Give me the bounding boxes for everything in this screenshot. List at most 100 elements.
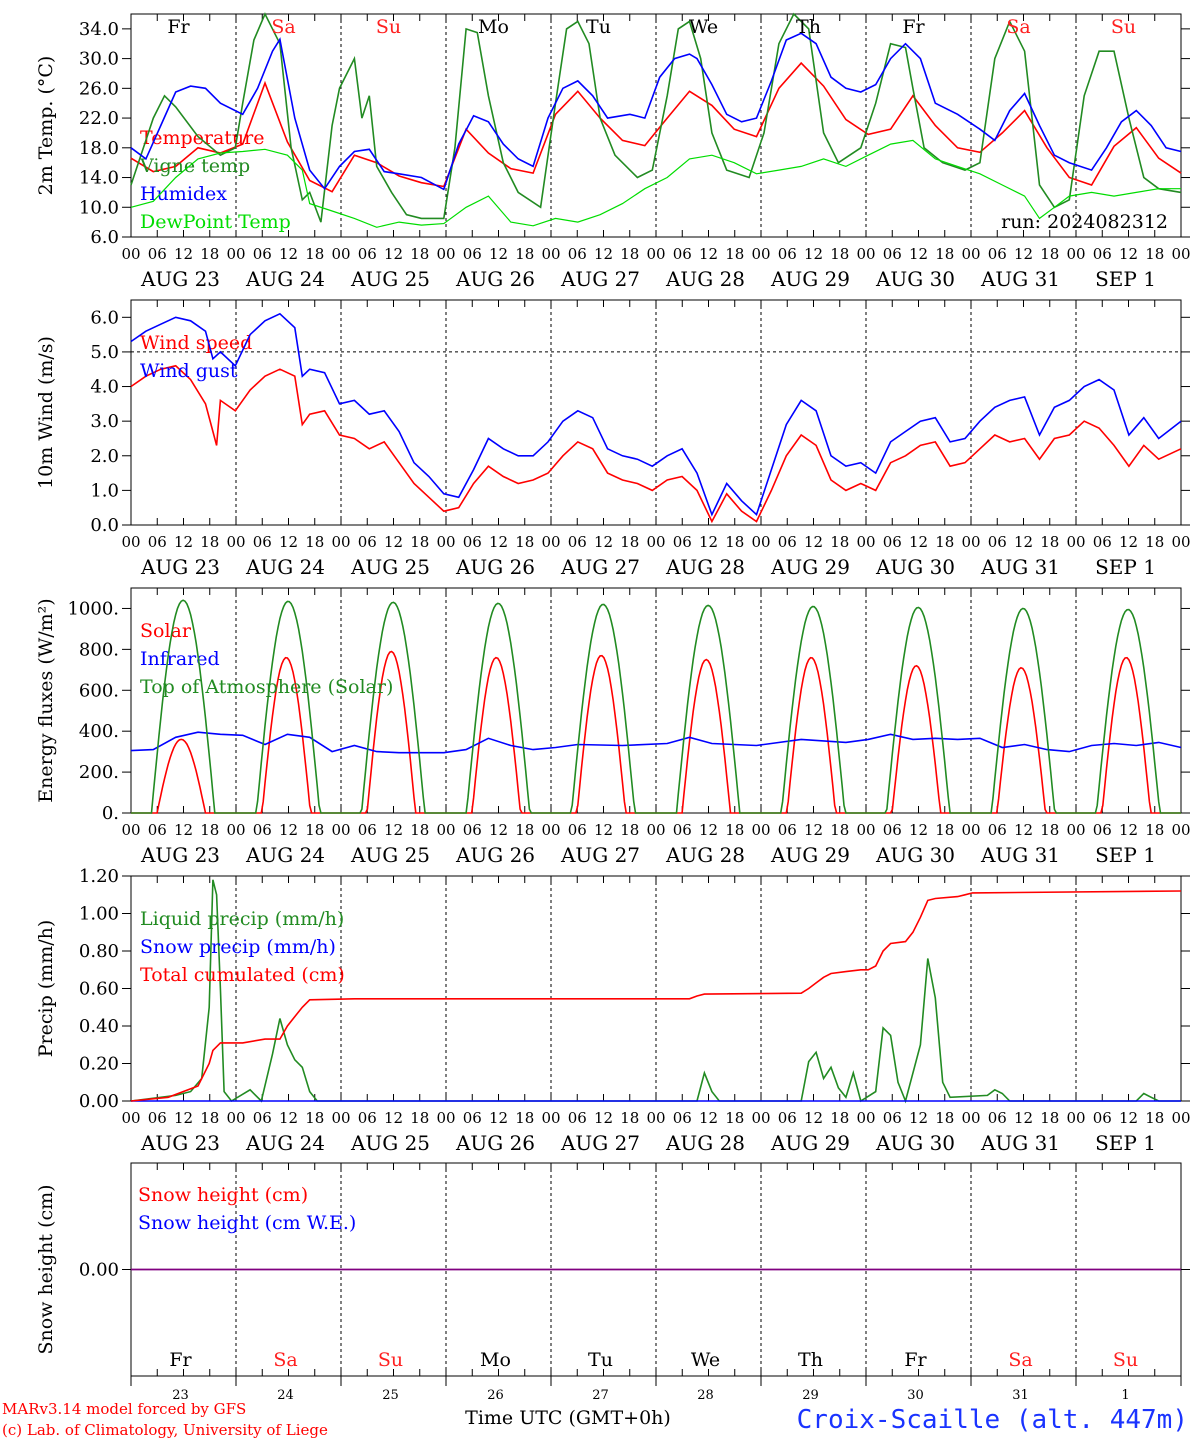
model-credit: MARv3.14 model forced by GFS: [2, 1400, 246, 1418]
y-tick-label: 6.0: [90, 227, 119, 248]
hour-tick-label: 06: [883, 821, 902, 839]
hour-tick-label: 12: [699, 1109, 718, 1127]
hour-tick-label: 06: [778, 1109, 797, 1127]
legend-label: Vigne temp: [139, 155, 250, 177]
weekday-label: Fr: [904, 1349, 927, 1371]
hour-tick-label: 00: [646, 245, 665, 263]
hour-tick-label: 12: [489, 533, 508, 551]
hour-tick-label: 00: [1171, 821, 1190, 839]
hour-tick-label: 12: [384, 821, 403, 839]
hour-tick-label: 12: [174, 533, 193, 551]
hour-tick-label: 06: [148, 533, 167, 551]
date-label: AUG 31: [980, 555, 1060, 579]
hour-tick-label: 18: [830, 1109, 849, 1127]
y-tick-label: 0.20: [79, 1054, 119, 1075]
panel-2: 0.0 1.0 2.0 3.0 4.0 5.0 6.0 10m Wind (m/s) 00 06 1…: [35, 299, 1191, 579]
hour-tick-label: 18: [410, 245, 429, 263]
hour-tick-label: 12: [804, 1109, 823, 1127]
y-tick-label: 0.00: [79, 1260, 119, 1281]
hour-tick-label: 06: [568, 1109, 587, 1127]
y-tick-label: 200.: [79, 762, 119, 783]
hour-tick-label: 00: [1171, 1109, 1190, 1127]
y-axis-title: Energy fluxes (W/m²): [35, 598, 57, 802]
hour-tick-label: 12: [1119, 821, 1138, 839]
date-label: AUG 23: [140, 267, 220, 291]
station-name: Croix-Scaille (alt. 447m): [797, 1405, 1188, 1435]
copyright-credit: (c) Lab. of Climatology, University of L…: [2, 1421, 328, 1439]
hour-tick-label: 18: [830, 821, 849, 839]
legend-label: Snow precip (mm/h): [140, 936, 336, 958]
hour-tick-label: 12: [1119, 1109, 1138, 1127]
date-label: AUG 28: [665, 267, 745, 291]
hour-tick-label: 00: [1066, 245, 1085, 263]
hour-tick-label: 06: [358, 245, 377, 263]
hour-tick-label: 18: [200, 821, 219, 839]
weekday-label: Fr: [169, 1349, 192, 1371]
hour-tick-label: 00: [121, 1109, 140, 1127]
legend-label: Liquid precip (mm/h): [140, 908, 344, 930]
weekday-label: Sa: [271, 16, 295, 38]
date-label: AUG 29: [770, 267, 850, 291]
hour-tick-label: 18: [200, 533, 219, 551]
x-axis-title: Time UTC (GMT+0h): [465, 1407, 671, 1429]
y-tick-label: 14.0: [79, 168, 119, 189]
legend-label: Humidex: [140, 183, 227, 205]
date-label: AUG 31: [980, 1131, 1060, 1155]
hour-tick-label: 06: [988, 533, 1007, 551]
hour-tick-label: 12: [384, 1109, 403, 1127]
hour-tick-label: 12: [384, 245, 403, 263]
y-axis-title: 2m Temp. (°C): [35, 56, 57, 196]
y-tick-label: 2.0: [90, 446, 119, 467]
series-line-3-3: [131, 599, 1181, 814]
hour-tick-label: 00: [751, 821, 770, 839]
hour-tick-label: 18: [725, 1109, 744, 1127]
y-tick-label: 26.0: [79, 78, 119, 99]
date-label: SEP 1: [1095, 1131, 1156, 1155]
hour-tick-label: 18: [725, 821, 744, 839]
date-label: AUG 30: [875, 1131, 955, 1155]
hour-tick-label: 12: [594, 1109, 613, 1127]
weekday-label: Tu: [588, 1349, 613, 1371]
date-label: AUG 28: [665, 843, 745, 867]
weekday-label: Su: [378, 1349, 403, 1371]
panel-1: 6.0 10.0 14.0 18.0 22.0 26.0 30.0 34.0 2m Temp. …: [35, 12, 1191, 291]
hour-tick-label: 00: [226, 245, 245, 263]
hour-tick-label: 00: [436, 1109, 455, 1127]
weekday-label: Su: [1113, 1349, 1138, 1371]
hour-tick-label: 18: [305, 821, 324, 839]
y-tick-label: 18.0: [79, 138, 119, 159]
hour-tick-label: 00: [1066, 821, 1085, 839]
y-tick-label: 22.0: [79, 108, 119, 129]
legend-label: Snow height (cm): [138, 1184, 308, 1206]
hour-tick-label: 00: [1066, 1109, 1085, 1127]
hour-tick-label: 12: [1119, 245, 1138, 263]
hour-tick-label: 06: [568, 533, 587, 551]
hour-tick-label: 18: [830, 533, 849, 551]
date-label: AUG 23: [140, 555, 220, 579]
series-line-4-1: [130, 879, 1181, 1104]
y-tick-label: 1.20: [79, 866, 119, 887]
y-tick-label: 0.00: [79, 1091, 119, 1112]
hour-tick-label: 06: [1093, 1109, 1112, 1127]
hour-tick-label: 06: [988, 821, 1007, 839]
hour-tick-label: 12: [174, 821, 193, 839]
hour-tick-label: 06: [253, 1109, 272, 1127]
y-tick-label: 3.0: [90, 411, 119, 432]
hour-tick-label: 00: [541, 1109, 560, 1127]
hour-tick-label: 00: [121, 821, 140, 839]
hour-tick-label: 18: [1145, 1109, 1164, 1127]
panels-layer: 6.010.014.018.022.026.030.034.02m Temp. …: [35, 12, 1191, 1403]
date-label: SEP 1: [1095, 267, 1156, 291]
legend-label: Temperature: [140, 127, 264, 149]
hour-tick-label: 06: [778, 245, 797, 263]
date-label: AUG 23: [140, 1131, 220, 1155]
weekday-label: Sa: [1006, 16, 1030, 38]
hour-tick-label: 18: [620, 1109, 639, 1127]
hour-tick-label: 12: [489, 245, 508, 263]
hour-tick-label: 00: [436, 245, 455, 263]
y-tick-label: 0.40: [79, 1016, 119, 1037]
date-label: AUG 31: [980, 843, 1060, 867]
hour-tick-label: 00: [226, 1109, 245, 1127]
hour-tick-label: 00: [226, 821, 245, 839]
day-number-label: 28: [697, 1388, 714, 1403]
